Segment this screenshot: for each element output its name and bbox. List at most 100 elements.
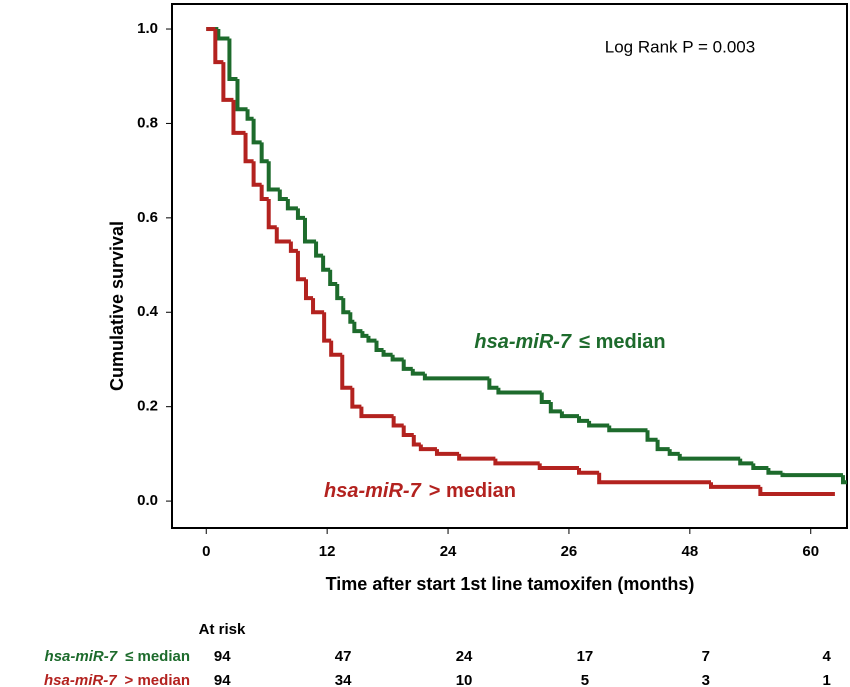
survival-step: [645, 430, 658, 442]
survival-step: [213, 29, 224, 65]
survival-step: [677, 453, 741, 461]
survival-step: [311, 298, 325, 315]
survival-step: [251, 118, 262, 145]
survival-step: [548, 401, 562, 414]
y-axis-label: Cumulative survival: [107, 221, 127, 391]
x-tick-label: 48: [681, 543, 698, 560]
survival-step: [766, 468, 783, 475]
survival-step: [227, 38, 238, 82]
y-tick-label: 0.4: [137, 303, 159, 320]
at-risk-title: At risk: [199, 621, 246, 638]
survival-step: [277, 189, 288, 201]
survival-step: [340, 354, 353, 390]
at-risk-value: 94: [214, 648, 231, 665]
series-label-italic: hsa-miR-7: [45, 648, 118, 665]
at-risk-value: 1: [823, 672, 831, 687]
survival-step: [418, 444, 437, 452]
survival-step: [314, 241, 324, 258]
survival-step: [434, 449, 460, 456]
survival-step: [274, 227, 291, 244]
survival-step: [251, 161, 262, 187]
at-risk-value: 5: [581, 672, 589, 687]
survival-step: [374, 340, 384, 353]
survival-step: [410, 368, 425, 376]
survival-step: [359, 406, 394, 419]
survival-step: [422, 373, 490, 381]
survival-step: [411, 435, 421, 447]
series-label-italic: hsa-miR-7: [44, 672, 117, 687]
series-label: hsa-miR-7 > median: [324, 480, 516, 502]
survival-step: [587, 420, 610, 428]
survival-step: [401, 359, 413, 371]
y-tick-label: 0.8: [137, 114, 158, 131]
survival-step: [321, 255, 331, 272]
survival-step: [235, 79, 248, 112]
survival-step: [738, 458, 754, 466]
series-label-rest: ≤ median: [125, 648, 190, 665]
series-label-italic: hsa-miR-7: [474, 331, 572, 353]
series-label-rest: > median: [125, 672, 190, 687]
survival-step: [390, 354, 404, 362]
x-tick-label: 60: [802, 543, 819, 560]
survival-step: [341, 298, 351, 315]
survival-step: [259, 184, 269, 201]
survival-step: [496, 387, 542, 395]
at-risk-value: 94: [214, 672, 231, 687]
survival-step: [348, 312, 355, 324]
x-tick-label: 24: [440, 543, 457, 560]
survival-step: [457, 453, 496, 461]
survival-step: [381, 350, 393, 357]
survival-step: [597, 472, 711, 485]
annotation: Log Rank P = 0.003: [605, 37, 755, 56]
survival-step: [322, 312, 332, 343]
survival-step: [708, 482, 761, 489]
at-risk-value: 24: [456, 648, 473, 665]
at-risk-value: 34: [335, 672, 352, 687]
survival-step: [751, 463, 769, 471]
survival-step: [231, 99, 246, 135]
y-tick-label: 1.0: [137, 20, 158, 37]
series-label: hsa-miR-7 ≤ median: [474, 331, 665, 353]
survival-step: [401, 425, 414, 438]
survival-step: [493, 458, 540, 466]
at-risk-value: 47: [335, 648, 352, 665]
survival-step: [245, 109, 254, 121]
y-tick-label: 0.6: [137, 209, 158, 226]
plot-frame: [171, 3, 848, 529]
survival-step: [391, 416, 404, 428]
survival-step: [329, 340, 343, 357]
at-risk-value: 7: [702, 648, 710, 665]
survival-step: [350, 387, 362, 409]
y-tick-label: 0.2: [137, 398, 158, 415]
series-label-rest: > median: [429, 480, 516, 502]
survival-step: [366, 335, 377, 343]
survival-step: [487, 378, 499, 390]
survival-step: [655, 439, 670, 452]
survival-step: [295, 208, 305, 220]
survival-step: [288, 241, 298, 253]
survival-step: [259, 142, 269, 164]
survival-step: [243, 132, 254, 164]
survival-step: [221, 62, 234, 102]
survival-step: [607, 425, 648, 433]
survival-step: [335, 283, 344, 301]
survival-step: [360, 331, 369, 338]
survival-step: [285, 198, 298, 211]
series-label: hsa-miR-7 > median: [44, 672, 190, 687]
survival-step: [780, 472, 843, 478]
series-label-rest: ≤ median: [579, 331, 666, 353]
survival-step: [303, 279, 314, 301]
at-risk-value: 17: [577, 648, 594, 665]
survival-step: [758, 486, 835, 497]
x-tick-label: 0: [202, 543, 210, 560]
survival-step: [328, 269, 338, 286]
survival-step: [537, 463, 580, 471]
at-risk-value: 4: [823, 648, 832, 665]
survival-step: [840, 475, 847, 485]
survival-step: [352, 321, 363, 334]
survival-step: [667, 449, 680, 456]
survival-step: [559, 411, 580, 419]
y-tick-label: 0.0: [137, 492, 158, 509]
survival-step: [577, 468, 600, 475]
